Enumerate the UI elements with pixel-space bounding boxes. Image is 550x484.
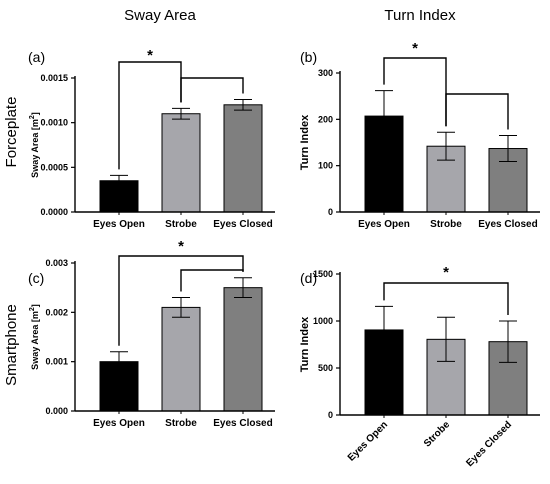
significance-star: * xyxy=(443,264,449,281)
x-category-label: Eyes Open xyxy=(358,219,410,230)
y-tick-label: 0 xyxy=(328,410,333,420)
y-tick-label: 0.000 xyxy=(45,406,68,416)
y-tick-label: 200 xyxy=(318,114,333,124)
x-category-label: Eyes Closed xyxy=(478,219,537,230)
y-tick-label: 1500 xyxy=(313,269,333,279)
row-header-forceplate: Forceplate xyxy=(3,97,20,168)
x-category-label: Eyes Closed xyxy=(213,418,272,429)
significance-star: * xyxy=(147,47,153,64)
superscript: 2 xyxy=(29,307,36,311)
y-tick-label: 0.0000 xyxy=(40,207,68,217)
significance-bracket xyxy=(118,255,244,346)
y-tick-label: 1000 xyxy=(313,316,333,326)
panel-a-letter: (a) xyxy=(28,49,45,65)
significance-star: * xyxy=(412,40,418,57)
y-axis-label: Sway Area [m2] xyxy=(29,304,40,370)
y-tick-label: 0.0005 xyxy=(40,162,68,172)
superscript: 2 xyxy=(29,115,36,119)
significance-bracket xyxy=(445,93,509,130)
panel-d-chart: (d) 0 500 1000 1500 Eyes Open Strobe Eyes Close… xyxy=(299,264,540,469)
x-category-label: Eyes Closed xyxy=(464,419,514,469)
y-tick-label: 0 xyxy=(328,207,333,217)
x-category-label: Strobe xyxy=(165,219,197,230)
panel-b-letter: (b) xyxy=(300,49,317,65)
y-tick-label: 0.0015 xyxy=(40,73,68,83)
significance-bracket xyxy=(180,269,244,292)
x-category-label: Strobe xyxy=(165,418,197,429)
y-axis-label: Sway Area [m2] xyxy=(29,112,40,178)
significance-bracket xyxy=(383,57,447,127)
significance-bracket xyxy=(383,282,509,315)
y-tick-label: 300 xyxy=(318,68,333,78)
bar-eyes-closed xyxy=(223,287,263,412)
panel-c-chart: (c) 0.000 0.001 0.002 0.003 Eyes Open Strobe Ey… xyxy=(28,238,275,429)
y-tick-label: 100 xyxy=(318,161,333,171)
panel-a-chart: (a) 0.0000 0.0005 0.0010 0.0015 Eyes Open Stro… xyxy=(28,47,275,230)
column-header-sway-area: Sway Area xyxy=(124,7,196,24)
panel-c-letter: (c) xyxy=(28,270,44,286)
x-category-label: Eyes Closed xyxy=(213,219,272,230)
column-header-turn-index: Turn Index xyxy=(384,7,456,24)
bar-eyes-closed xyxy=(223,104,263,213)
panel-b-chart: (b) 0 100 200 300 Eyes Open Strobe Eyes Closed T… xyxy=(299,40,540,230)
x-category-label: Strobe xyxy=(430,219,462,230)
y-tick-label: 0.001 xyxy=(45,357,68,367)
y-axis-label: Turn Index xyxy=(299,114,311,170)
y-tick-label: 500 xyxy=(318,363,333,373)
bar-strobe xyxy=(161,113,201,213)
y-axis-label: Turn Index xyxy=(299,316,311,372)
x-category-label: Eyes Open xyxy=(93,418,145,429)
y-tick-label: 0.003 xyxy=(45,258,68,268)
significance-bracket xyxy=(180,77,244,103)
y-tick-label: 0.002 xyxy=(45,307,68,317)
x-category-label: Eyes Open xyxy=(93,219,145,230)
significance-star: * xyxy=(178,238,184,255)
row-header-smartphone: Smartphone xyxy=(3,304,20,386)
y-tick-label: 0.0010 xyxy=(40,118,68,128)
x-category-label: Eyes Open xyxy=(346,419,390,463)
x-category-label: Strobe xyxy=(422,419,452,449)
label-suffix: ] xyxy=(30,112,40,115)
bar-strobe xyxy=(161,306,201,412)
label-suffix: ] xyxy=(30,304,40,307)
panel-d-letter: (d) xyxy=(300,270,317,286)
